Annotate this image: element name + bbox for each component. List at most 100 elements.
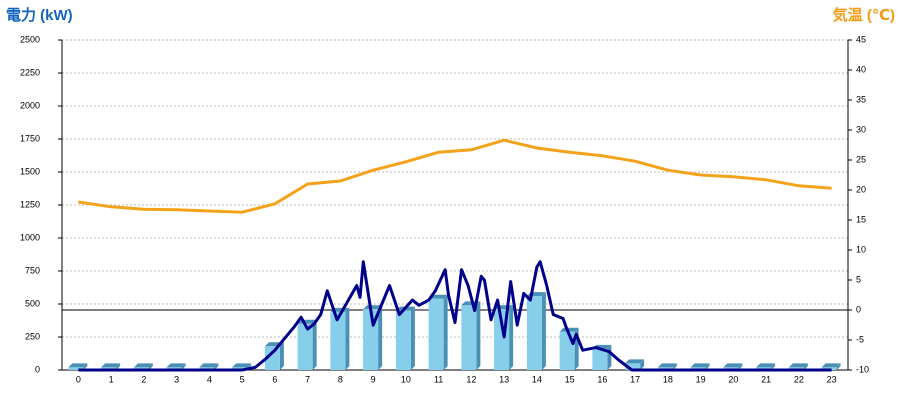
- bar-side: [181, 363, 186, 370]
- y2-tick-label: -10: [856, 364, 869, 374]
- y-tick-label: 750: [25, 265, 40, 275]
- bar-side: [410, 306, 415, 370]
- x-tick-label: 12: [466, 374, 476, 384]
- x-tick-label: 14: [532, 374, 542, 384]
- x-tick-label: 10: [401, 374, 411, 384]
- x-tick-label: 3: [174, 374, 179, 384]
- bar-top: [166, 363, 186, 368]
- y-axis-title: 電力 (kW): [6, 6, 73, 24]
- power-line: [78, 260, 832, 372]
- y2-tick-label: 35: [856, 94, 866, 104]
- x-tick-label: 5: [240, 374, 245, 384]
- x-tick-label: 9: [371, 374, 376, 384]
- y-tick-label: 0: [35, 364, 40, 374]
- x-tick-label: 17: [630, 374, 640, 384]
- bar-side: [443, 294, 448, 370]
- x-tick-label: 7: [305, 374, 310, 384]
- bar: [559, 331, 575, 370]
- bar: [264, 346, 280, 370]
- x-tick-label: 1: [109, 374, 114, 384]
- x-tick-label: 16: [597, 374, 607, 384]
- bar-top: [625, 359, 645, 364]
- y-tick-label: 1500: [20, 166, 40, 176]
- y-tick-label: 2000: [20, 100, 40, 110]
- bar-side: [148, 363, 153, 370]
- bar: [461, 305, 477, 370]
- bar-top: [690, 363, 710, 368]
- bar-side: [312, 319, 317, 370]
- bar-side: [509, 305, 514, 370]
- x-tick-label: 2: [141, 374, 146, 384]
- bar-side: [279, 342, 284, 370]
- bar-top: [756, 363, 776, 368]
- y2-tick-label: 0: [856, 304, 861, 314]
- bar: [526, 296, 542, 370]
- x-tick-label: 13: [499, 374, 509, 384]
- x-tick-label: 23: [827, 374, 837, 384]
- x-tick-label: 19: [696, 374, 706, 384]
- y2-tick-label: 25: [856, 154, 866, 164]
- bar-side: [672, 363, 677, 370]
- bar-side: [83, 363, 88, 370]
- y2-tick-label: 10: [856, 244, 866, 254]
- temperature-line: [78, 138, 832, 214]
- x-tick-label: 20: [728, 374, 738, 384]
- bar-top: [788, 363, 808, 368]
- bar-top: [68, 363, 88, 368]
- y-tick-label: 500: [25, 298, 40, 308]
- bar-top: [723, 363, 743, 368]
- bar-top: [559, 327, 579, 332]
- y2-tick-label: 20: [856, 184, 866, 194]
- x-tick-label: 6: [272, 374, 277, 384]
- y2-tick-label: 5: [856, 274, 861, 284]
- bar-side: [705, 363, 710, 370]
- x-tick-label: 0: [76, 374, 81, 384]
- bar-side: [771, 363, 776, 370]
- bar-side: [345, 307, 350, 370]
- y-tick-label: 2250: [20, 67, 40, 77]
- x-tick-label: 11: [434, 374, 443, 384]
- bar-side: [116, 363, 121, 370]
- bar-side: [214, 363, 219, 370]
- bar-side: [476, 301, 481, 370]
- x-tick-label: 22: [794, 374, 804, 384]
- y2-tick-label: 30: [856, 124, 866, 134]
- bar: [625, 363, 641, 370]
- x-tick-label: 15: [565, 374, 575, 384]
- y2-tick-label: 45: [856, 34, 866, 44]
- bar-side: [803, 363, 808, 370]
- bar: [592, 348, 608, 370]
- bar-top: [199, 363, 219, 368]
- y2-tick-label: 15: [856, 214, 866, 224]
- bar-side: [378, 305, 383, 370]
- bar: [297, 323, 313, 370]
- bar-top: [363, 305, 383, 310]
- x-tick-label: 21: [761, 374, 771, 384]
- bar: [330, 311, 346, 370]
- bar-top: [133, 363, 153, 368]
- bar-side: [738, 363, 743, 370]
- bar-side: [607, 344, 612, 370]
- y-tick-label: 1750: [20, 133, 40, 143]
- y-tick-label: 1000: [20, 232, 40, 242]
- y2-tick-label: -5: [856, 334, 864, 344]
- x-tick-label: 4: [207, 374, 212, 384]
- bar-top: [821, 363, 841, 368]
- y2-axis-title: 気温 (℃): [833, 6, 895, 24]
- bar-side: [640, 359, 645, 370]
- bar-top: [101, 363, 121, 368]
- bar-side: [836, 363, 841, 370]
- bar: [395, 310, 411, 370]
- bar: [428, 298, 444, 370]
- bar-top: [232, 363, 252, 368]
- bar-top: [657, 363, 677, 368]
- bar-side: [541, 292, 546, 370]
- y-tick-label: 2500: [20, 34, 40, 44]
- y-tick-label: 250: [25, 331, 40, 341]
- y-tick-label: 1250: [20, 199, 40, 209]
- bar: [68, 367, 84, 370]
- x-tick-label: 18: [663, 374, 673, 384]
- x-tick-label: 8: [338, 374, 343, 384]
- y2-tick-label: 40: [856, 64, 866, 74]
